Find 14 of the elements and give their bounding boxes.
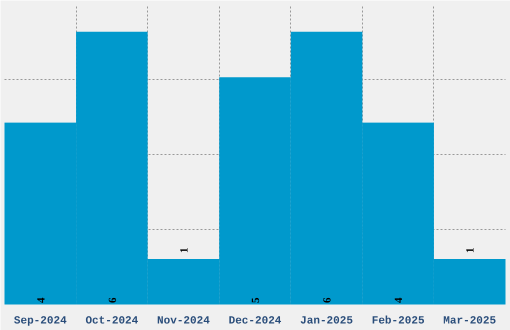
x-tick-label: Nov-2024 (157, 316, 210, 328)
data-label: 4 (393, 297, 406, 303)
data-label: 6 (322, 297, 334, 303)
x-tick-label: Feb-2025 (372, 316, 425, 328)
x-tick-label: Jan-2025 (300, 316, 354, 328)
x-tick-label: Sep-2024 (14, 316, 68, 328)
data-label: 1 (178, 248, 190, 254)
data-label: 1 (464, 248, 477, 254)
x-tick-label: Mar-2025 (443, 316, 497, 328)
x-tick-label: Oct-2024 (85, 316, 139, 328)
x-tick-label: Dec-2024 (228, 316, 282, 328)
data-label: 4 (35, 297, 48, 303)
data-label: 6 (106, 297, 119, 303)
data-label: 5 (250, 297, 262, 303)
